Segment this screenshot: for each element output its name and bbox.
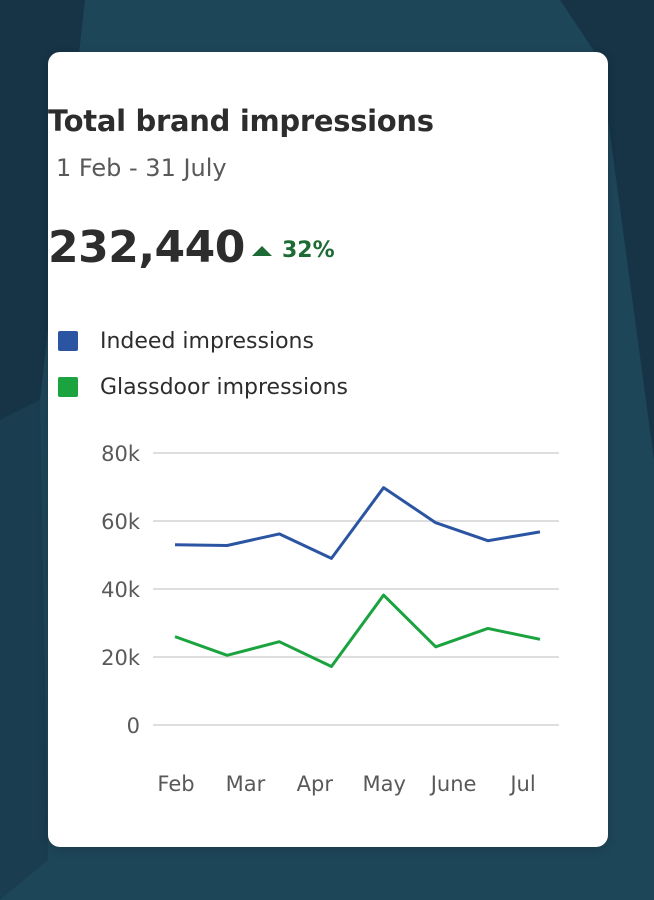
total-impressions-value: 232,440 [48, 222, 245, 273]
legend-item-glassdoor: Glassdoor impressions [58, 364, 348, 410]
date-range: 1 Feb - 31 July [56, 154, 227, 182]
legend-swatch-indeed [58, 331, 78, 351]
series-line-indeed [174, 486, 541, 560]
card-title: Total brand impressions [48, 104, 434, 138]
chart-legend: Indeed impressions Glassdoor impressions [58, 318, 348, 410]
change-indicator: 32% [252, 238, 335, 263]
y-tick-label: 20k [101, 646, 141, 670]
up-arrow-icon [252, 245, 272, 256]
y-tick-label: 60k [101, 510, 141, 534]
y-tick-label: 0 [127, 714, 140, 738]
x-tick-label: Mar [226, 772, 266, 796]
x-tick-label: Feb [157, 772, 194, 796]
y-tick-label: 80k [101, 442, 141, 466]
x-tick-label: June [429, 772, 477, 796]
x-tick-label: Apr [297, 772, 334, 796]
legend-label-indeed: Indeed impressions [100, 328, 314, 354]
legend-swatch-glassdoor [58, 377, 78, 397]
legend-item-indeed: Indeed impressions [58, 318, 348, 364]
series-line-glassdoor [174, 593, 541, 669]
change-percent: 32% [282, 238, 335, 263]
y-tick-label: 40k [101, 578, 141, 602]
x-tick-label: May [362, 772, 405, 796]
x-tick-label: Jul [508, 772, 535, 796]
legend-label-glassdoor: Glassdoor impressions [100, 374, 348, 400]
impressions-card [48, 52, 608, 847]
